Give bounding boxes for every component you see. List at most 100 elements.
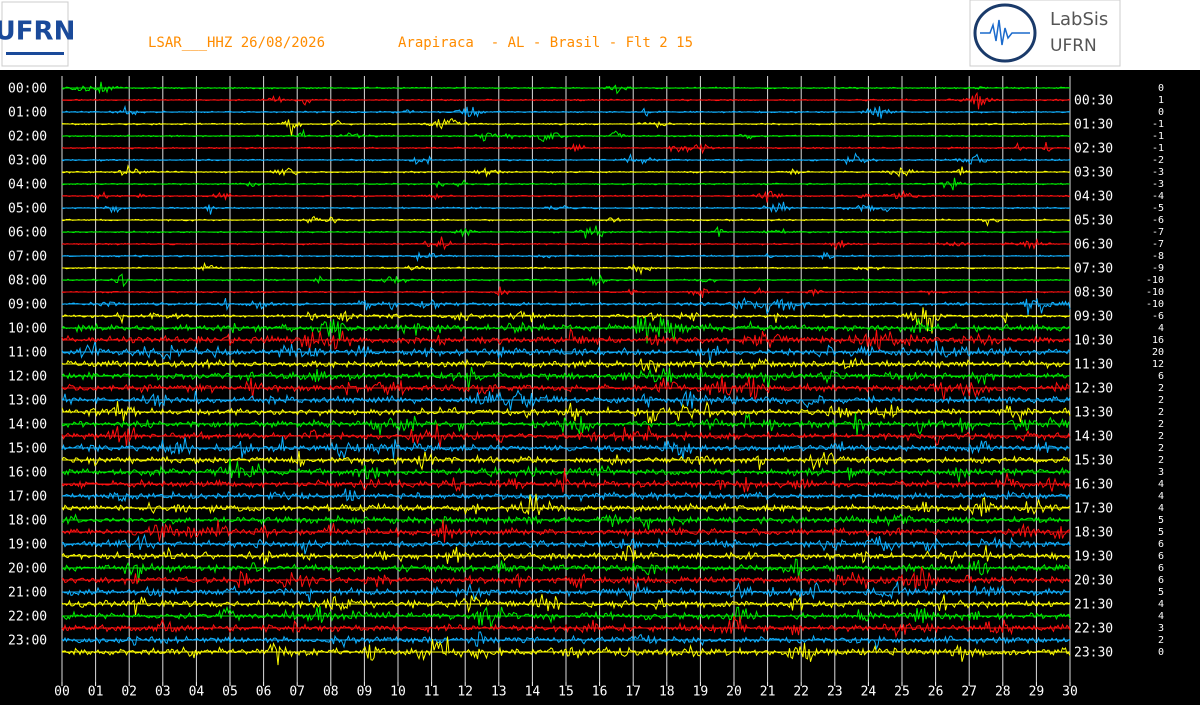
- trace: [61, 118, 1071, 136]
- trace: [61, 615, 1071, 639]
- row-label-left: 10:00: [8, 322, 47, 337]
- row-label-right: 19:30: [1074, 550, 1113, 565]
- trace: [61, 436, 1071, 461]
- x-tick-label: 11: [424, 685, 440, 700]
- row-value: 4: [1158, 323, 1164, 334]
- row-value: 2: [1158, 455, 1164, 466]
- trace: [61, 467, 1071, 493]
- x-tick-label: 00: [54, 685, 70, 700]
- logo-title: LabSis: [1050, 9, 1108, 30]
- trace: [61, 215, 1071, 227]
- row-value: 0: [1158, 83, 1164, 94]
- row-label-left: 15:00: [8, 442, 47, 457]
- row-value: 0: [1158, 107, 1164, 118]
- trace: [61, 128, 1071, 143]
- x-tick-label: 17: [625, 685, 641, 700]
- trace: [61, 594, 1071, 616]
- row-value: -6: [1152, 311, 1164, 322]
- row-value: 2: [1158, 635, 1164, 646]
- row-label-right: 02:30: [1074, 142, 1113, 157]
- x-tick-label: 25: [894, 685, 910, 700]
- trace: [62, 273, 1071, 288]
- x-tick-label: 18: [659, 685, 675, 700]
- logo-frame: [969, 0, 1121, 67]
- row-label-left: 01:00: [8, 106, 47, 121]
- row-label-left: 03:00: [8, 154, 47, 169]
- row-label-left: 22:00: [8, 610, 47, 625]
- x-tick-label: 21: [760, 685, 776, 700]
- row-value: -7: [1152, 227, 1164, 238]
- row-value: 2: [1158, 395, 1164, 406]
- trace: [61, 236, 1071, 251]
- row-value: 2: [1158, 419, 1164, 430]
- trace: [61, 307, 1071, 334]
- row-label-right: 17:30: [1074, 502, 1113, 517]
- x-tick-label: 20: [726, 685, 742, 700]
- trace: [61, 389, 1071, 411]
- row-label-right: 12:30: [1074, 382, 1113, 397]
- row-value: 20: [1152, 347, 1164, 358]
- trace: [61, 225, 1071, 239]
- x-tick-label: 07: [289, 685, 305, 700]
- chart-subtitle: Arapiraca - AL - Brasil - Flt 2 15: [398, 35, 693, 51]
- trace: [61, 327, 1071, 352]
- trace: [61, 296, 1071, 316]
- row-value: -1: [1152, 143, 1164, 154]
- x-tick-label: 12: [457, 685, 473, 700]
- x-tick-label: 03: [155, 685, 171, 700]
- row-label-left: 02:00: [8, 130, 47, 145]
- x-tick-label: 26: [928, 685, 944, 700]
- x-tick-label: 22: [793, 685, 809, 700]
- labsis-logo: LabSis UFRN: [969, 0, 1121, 67]
- trace: [61, 423, 1071, 448]
- trace: [61, 164, 1071, 178]
- row-label-right: 14:30: [1074, 430, 1113, 445]
- x-tick-label: 19: [693, 685, 709, 700]
- row-label-right: 09:30: [1074, 310, 1113, 325]
- x-tick-label: 24: [861, 685, 877, 700]
- trace: [61, 412, 1071, 436]
- row-value: -6: [1152, 215, 1164, 226]
- trace: [61, 636, 1071, 666]
- trace: [61, 558, 1071, 583]
- x-tick-label: 04: [189, 685, 205, 700]
- row-label-left: 06:00: [8, 226, 47, 241]
- row-label-right: 23:30: [1074, 646, 1113, 661]
- row-label-right: 21:30: [1074, 598, 1113, 613]
- row-label-right: 16:30: [1074, 478, 1113, 493]
- x-tick-label: 02: [121, 685, 137, 700]
- row-value: 2: [1158, 383, 1164, 394]
- x-tick-label: 10: [390, 685, 406, 700]
- x-tick-label: 14: [525, 685, 541, 700]
- row-value: 6: [1158, 371, 1164, 382]
- row-label-right: 13:30: [1074, 406, 1113, 421]
- x-tick-label: 13: [491, 685, 507, 700]
- row-label-left: 23:00: [8, 634, 47, 649]
- trace: [61, 533, 1071, 555]
- row-value: -8: [1152, 251, 1164, 262]
- trace: [61, 493, 1071, 517]
- logo-text: UFRN: [0, 17, 75, 47]
- logo-wave: [980, 19, 1030, 46]
- trace: [61, 605, 1071, 630]
- logo-ring: [973, 3, 1037, 63]
- x-tick-label: 06: [256, 685, 272, 700]
- trace: [61, 201, 1071, 215]
- row-label-left: 00:00: [8, 82, 47, 97]
- row-value: -10: [1146, 275, 1164, 286]
- row-value: 16: [1152, 335, 1164, 346]
- row-label-left: 04:00: [8, 178, 47, 193]
- row-value: -7: [1152, 239, 1164, 250]
- trace: [61, 251, 1071, 263]
- row-label-left: 07:00: [8, 250, 47, 265]
- row-label-left: 16:00: [8, 466, 47, 481]
- row-label-left: 20:00: [8, 562, 47, 577]
- row-value: -3: [1152, 167, 1164, 178]
- x-tick-label: 23: [827, 685, 843, 700]
- row-label-left: 08:00: [8, 274, 47, 289]
- row-label-right: 20:30: [1074, 574, 1113, 589]
- trace: [61, 177, 1071, 191]
- row-value: 4: [1158, 479, 1164, 490]
- row-label-left: 05:00: [8, 202, 47, 217]
- row-value: 5: [1158, 515, 1164, 526]
